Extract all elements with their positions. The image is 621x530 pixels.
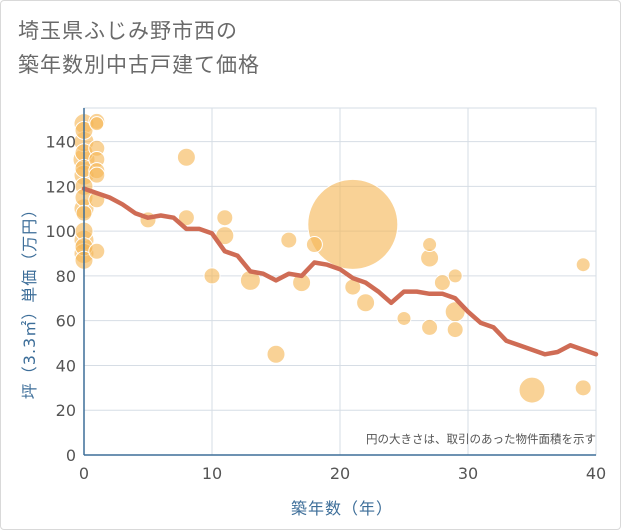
bubble-point: [422, 237, 438, 253]
bubble-point: [88, 166, 106, 184]
bubble-point: [307, 178, 399, 270]
grid-lines: [83, 107, 597, 456]
x-axis-title: 築年数（年）: [291, 499, 393, 518]
trend-line: [81, 186, 599, 357]
x-tick-label: 40: [586, 464, 606, 483]
bubble-point: [176, 147, 196, 167]
bubble-point: [88, 242, 106, 260]
bubble-point: [396, 310, 412, 326]
y-tick-label: 40: [56, 356, 76, 375]
axes: [83, 108, 596, 456]
bubble-point: [203, 267, 221, 285]
bubble-point: [575, 257, 591, 273]
chart-title-line2: 築年数別中古戸建て価格: [18, 53, 260, 77]
chart-title: 埼玉県ふじみ野市西の 築年数別中古戸建て価格: [18, 14, 260, 82]
y-tick-label: 80: [56, 267, 76, 286]
y-tick-labels: 0 20 40 60 80 100 120 140: [45, 133, 76, 465]
bubble-point: [446, 321, 464, 339]
y-tick-label: 120: [45, 177, 76, 196]
trend-line-group: [81, 186, 599, 357]
x-tick-labels: 0 10 20 30 40: [79, 464, 606, 483]
chart-title-line1: 埼玉県ふじみ野市西の: [18, 19, 238, 43]
y-tick-label: 140: [45, 133, 76, 152]
y-tick-label: 60: [56, 312, 76, 331]
x-tick-label: 20: [330, 464, 350, 483]
bubble-point: [266, 344, 286, 364]
y-axis-title: 坪（3.3㎡）単価（万円）: [20, 201, 39, 399]
x-tick-label: 30: [458, 464, 478, 483]
bubble-point: [216, 209, 234, 227]
bubble-point: [305, 236, 323, 254]
x-tick-label: 10: [202, 464, 222, 483]
bubble-point: [421, 318, 439, 336]
bubble-point: [574, 379, 592, 397]
bubble-point: [433, 274, 451, 292]
bubble-point: [518, 376, 546, 404]
size-legend-note: 円の大きさは、取引のあった物件面積を示す: [366, 432, 596, 446]
y-tick-label: 20: [56, 401, 76, 420]
x-tick-label: 0: [79, 464, 89, 483]
bubble-point: [89, 116, 105, 132]
bubble-series: [72, 112, 592, 404]
y-tick-label: 100: [45, 222, 76, 241]
y-tick-label: 0: [66, 446, 76, 465]
bubble-point: [447, 268, 463, 284]
bubble-point: [280, 231, 298, 249]
bubble-point: [356, 293, 376, 313]
bubble-point: [177, 209, 195, 227]
